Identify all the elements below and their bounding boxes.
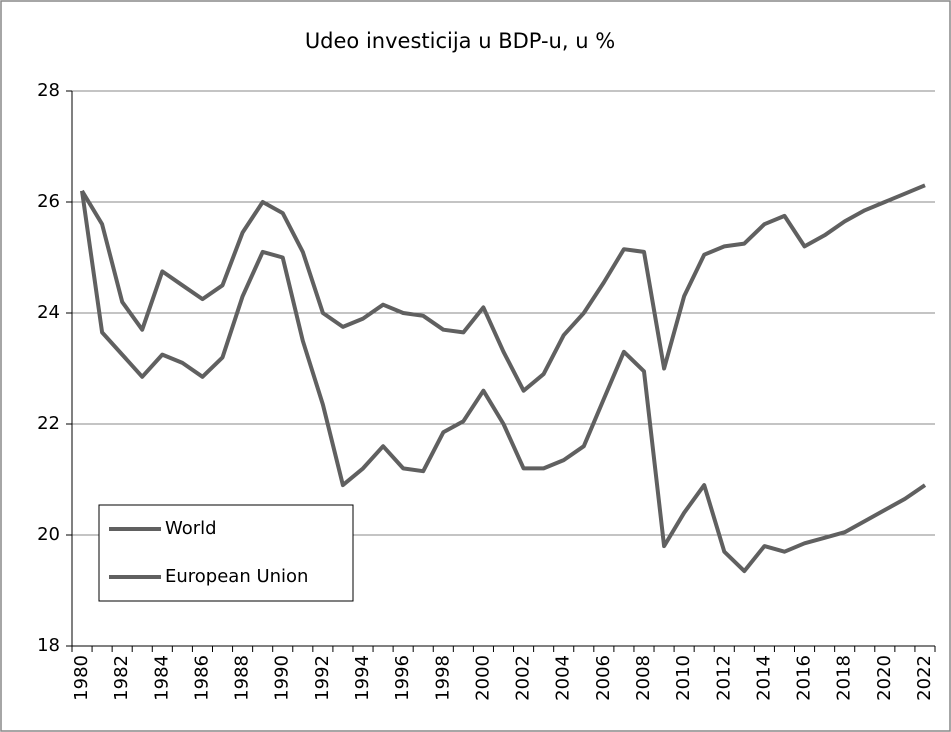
series-line <box>80 190 927 574</box>
x-tick-label: 1998 <box>432 655 453 701</box>
x-tick-label: 2012 <box>713 655 734 701</box>
x-tick-label: 2000 <box>472 655 493 701</box>
x-tick-label: 2020 <box>874 655 895 701</box>
legend-label: European Union <box>165 566 308 587</box>
x-tick-label: 2022 <box>914 655 935 701</box>
chart-title: Udeo investicija u BDP-u, u % <box>305 29 615 53</box>
x-tick-label: 1996 <box>392 655 413 701</box>
y-tick-label: 20 <box>37 524 60 545</box>
y-tick-label: 22 <box>37 413 60 434</box>
x-tick-label: 2014 <box>753 655 774 701</box>
x-tick-label: 1980 <box>71 655 92 701</box>
x-tick-label: 1988 <box>232 655 253 701</box>
series-line <box>80 183 926 393</box>
legend-box <box>98 504 354 602</box>
x-tick-label: 2016 <box>794 655 815 701</box>
x-tick-label: 1990 <box>272 655 293 701</box>
y-tick-label: 28 <box>37 80 60 101</box>
x-tick-label: 1982 <box>111 655 132 701</box>
y-tick-label: 18 <box>37 635 60 656</box>
x-tick-label: 1984 <box>151 655 172 701</box>
x-tick-label: 2006 <box>593 655 614 701</box>
x-tick-label: 2002 <box>513 655 534 701</box>
x-tick-label: 2010 <box>673 655 694 701</box>
x-tick-label: 2004 <box>553 655 574 701</box>
x-tick-label: 1992 <box>312 655 333 701</box>
x-tick-label: 1986 <box>191 655 212 701</box>
x-tick-label: 2018 <box>834 655 855 701</box>
y-tick-label: 26 <box>37 191 60 212</box>
legend-label: World <box>165 518 217 539</box>
x-tick-label: 1994 <box>352 655 373 701</box>
y-tick-label: 24 <box>37 302 60 323</box>
x-tick-label: 2008 <box>633 655 654 701</box>
